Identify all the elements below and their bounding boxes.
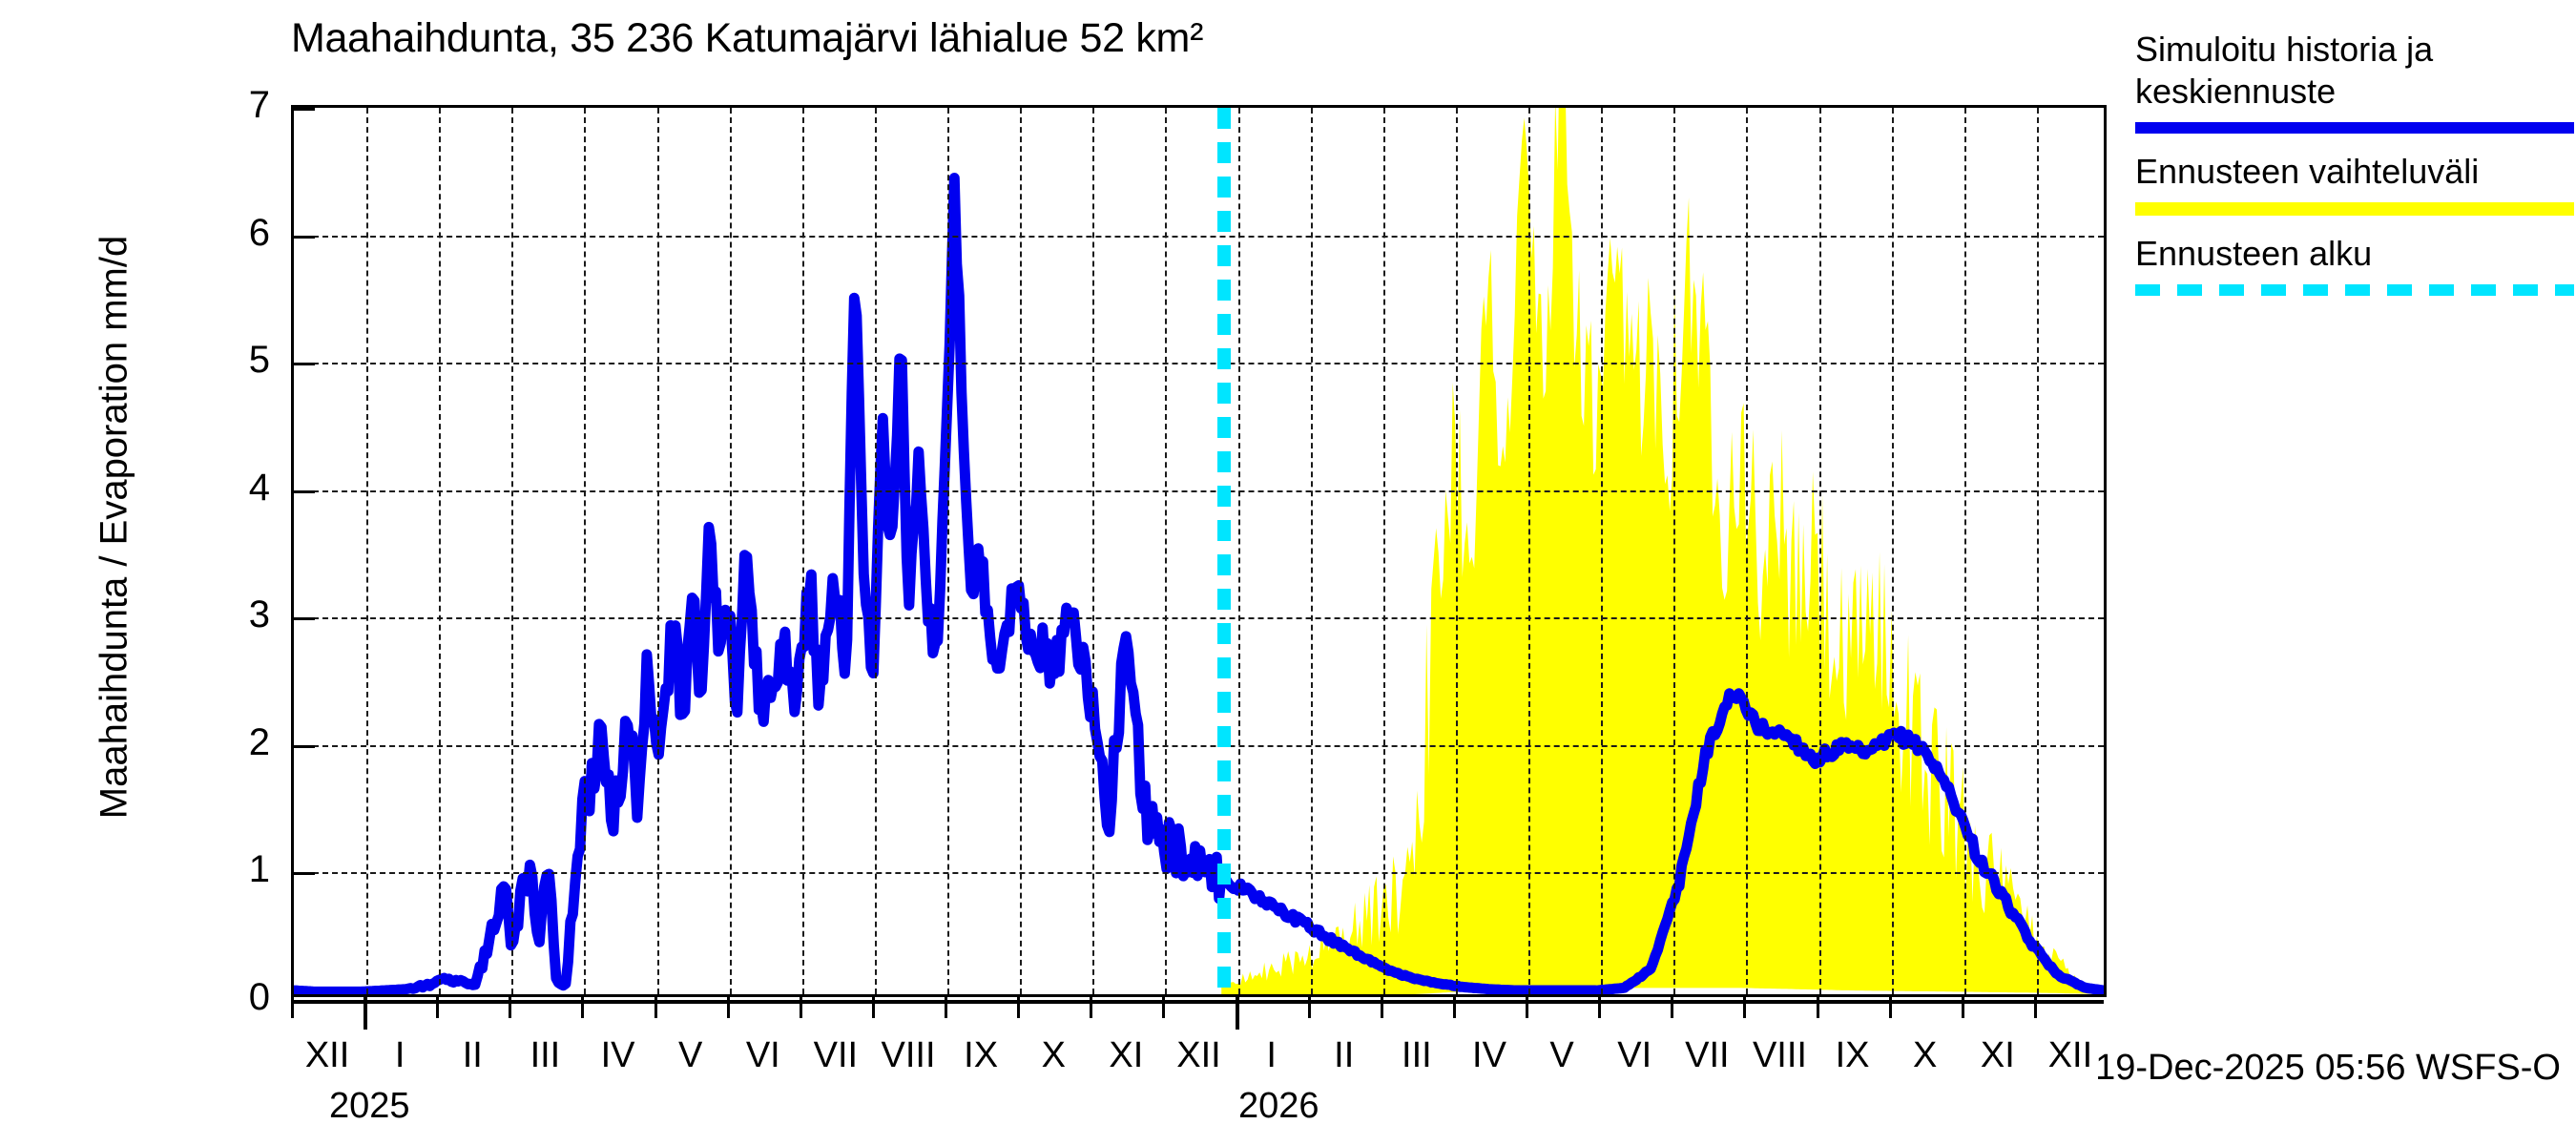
zero-baseline <box>294 1000 2104 1004</box>
y-tick-mark <box>294 363 315 366</box>
x-tick-mark <box>1598 997 1602 1018</box>
legend-label-range: Ennusteen vaihteluväli <box>2135 152 2480 191</box>
x-tick-mark <box>2033 997 2037 1018</box>
x-tick-mark <box>654 997 657 1018</box>
x-tick-mark <box>364 997 368 1030</box>
y-tick-mark <box>294 744 315 748</box>
y-tick-mark <box>294 617 315 621</box>
y-tick-label: 7 <box>248 84 270 126</box>
x-tick-mark <box>1452 997 1456 1018</box>
x-tick-label: VIII <box>881 1035 936 1075</box>
x-tick-label: III <box>530 1035 561 1075</box>
y-tick-mark <box>294 235 315 239</box>
forecast-start-line <box>1217 108 1232 994</box>
y-tick-label: 4 <box>248 466 270 509</box>
x-tick-label: V <box>1549 1035 1574 1075</box>
legend-swatch-historic-line <box>2135 122 2574 134</box>
x-tick-mark <box>799 997 802 1018</box>
x-tick-mark <box>726 997 730 1018</box>
x-tick-mark <box>871 997 875 1018</box>
legend-label-forecast-start: Ennusteen alku <box>2135 234 2373 273</box>
x-tick-label: VI <box>745 1035 780 1075</box>
x-tick-mark <box>1961 997 1964 1018</box>
x-tick-mark <box>1816 997 1819 1018</box>
x-tick-label: XII <box>304 1035 350 1075</box>
y-tick-label: 1 <box>248 848 270 891</box>
x-tick-mark <box>1090 997 1093 1018</box>
x-tick-label: I <box>394 1035 405 1075</box>
x-tick-label: IX <box>1835 1035 1870 1075</box>
x-tick-mark <box>581 997 585 1018</box>
page-title: Maahaihdunta, 35 236 Katumajärvi lähialu… <box>291 15 1204 61</box>
x-tick-mark <box>1235 997 1239 1030</box>
legend-label-historic-line1: Simuloitu historia ja <box>2135 30 2434 69</box>
y-tick-mark <box>294 108 315 111</box>
legend-item-forecast-start[interactable]: Ennusteen alku <box>2135 233 2574 296</box>
x-tick-mark <box>1307 997 1311 1018</box>
y-tick-label: 3 <box>248 593 270 636</box>
x-tick-label: III <box>1402 1035 1432 1075</box>
y-tick-mark <box>294 872 315 876</box>
x-tick-label: XI <box>1109 1035 1144 1075</box>
x-tick-mark <box>291 997 294 1018</box>
x-tick-label: VII <box>1685 1035 1730 1075</box>
legend-swatch-forecast-start <box>2135 284 2574 296</box>
x-tick-mark <box>1888 997 1892 1018</box>
x-tick-mark <box>509 997 512 1018</box>
x-tick-label: XII <box>1176 1035 1221 1075</box>
plot-area <box>291 105 2107 1004</box>
y-tick-label: 0 <box>248 976 270 1018</box>
legend: Simuloitu historia ja keskiennuste Ennus… <box>2135 29 2574 313</box>
y-tick-mark <box>294 489 315 493</box>
legend-item-range[interactable]: Ennusteen vaihteluväli <box>2135 151 2574 216</box>
legend-label-historic-line2: keskiennuste <box>2135 72 2337 111</box>
x-tick-mark <box>436 997 440 1018</box>
x-tick-label: V <box>677 1035 703 1075</box>
x-tick-mark <box>1380 997 1383 1018</box>
x-tick-label: VI <box>1617 1035 1652 1075</box>
forecast-range-band <box>1221 108 2104 994</box>
x-tick-label: XII <box>2047 1035 2093 1075</box>
legend-swatch-range <box>2135 202 2574 216</box>
x-tick-label: XI <box>1980 1035 2015 1075</box>
year-label-right: 2026 <box>1238 1086 1319 1126</box>
historic-and-mean-forecast-line <box>294 172 2104 994</box>
x-tick-mark <box>1526 997 1529 1018</box>
x-tick-mark <box>1743 997 1747 1018</box>
x-tick-label: IX <box>964 1035 999 1075</box>
x-tick-label: IV <box>600 1035 635 1075</box>
x-tick-mark <box>1162 997 1166 1018</box>
x-tick-mark <box>1017 997 1021 1018</box>
series-canvas <box>294 108 2104 994</box>
x-tick-label: I <box>1266 1035 1277 1075</box>
y-tick-label: 2 <box>248 720 270 763</box>
x-tick-label: II <box>462 1035 483 1075</box>
y-tick-label: 5 <box>248 339 270 382</box>
year-label-left: 2025 <box>329 1086 410 1126</box>
timestamp-footer: 19-Dec-2025 05:56 WSFS-O <box>2095 1048 2561 1088</box>
x-tick-label: II <box>1334 1035 1355 1075</box>
x-tick-label: VII <box>813 1035 859 1075</box>
x-tick-mark <box>945 997 948 1018</box>
legend-item-historic[interactable]: Simuloitu historia ja keskiennuste <box>2135 29 2574 134</box>
x-tick-label: X <box>1913 1035 1938 1075</box>
x-tick-label: IV <box>1472 1035 1506 1075</box>
x-tick-mark <box>1671 997 1674 1018</box>
x-tick-label: VIII <box>1752 1035 1807 1075</box>
y-tick-label: 6 <box>248 211 270 254</box>
x-tick-label: X <box>1041 1035 1066 1075</box>
